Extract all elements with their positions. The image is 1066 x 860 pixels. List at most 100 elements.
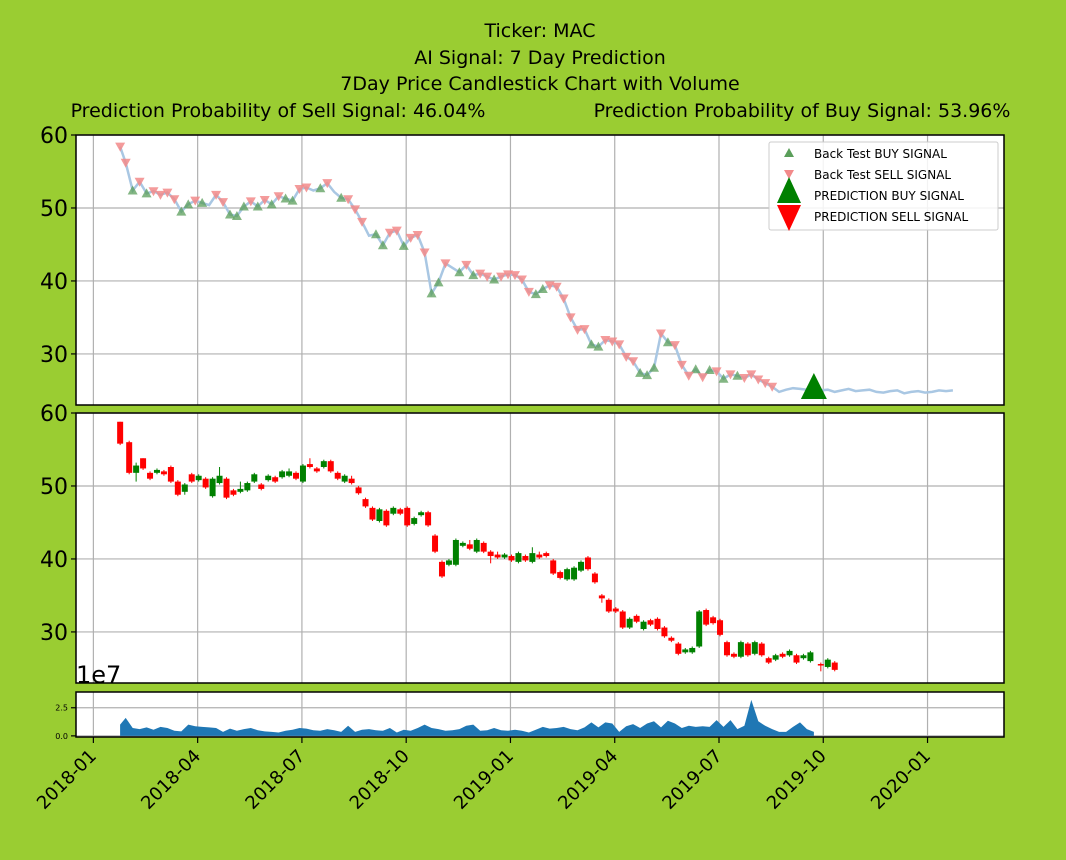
back-sell-marker — [218, 198, 229, 208]
candle-body — [654, 618, 661, 629]
back-sell-marker — [711, 367, 722, 377]
candle-body — [306, 464, 313, 467]
candle-body — [174, 481, 181, 495]
legend: Back Test BUY SIGNAL Back Test SELL SIGN… — [768, 141, 999, 231]
legend-pred-sell-marker — [777, 205, 801, 231]
legend-back-sell-label: Back Test SELL SIGNAL — [814, 168, 951, 182]
back-buy-marker — [489, 274, 500, 284]
back-buy-marker — [141, 188, 152, 198]
back-sell-marker — [683, 371, 694, 381]
back-sell-marker — [384, 228, 395, 238]
back-sell-marker — [301, 183, 312, 193]
candle-body — [334, 472, 341, 479]
back-sell-marker — [621, 352, 632, 362]
candle-body — [633, 615, 640, 622]
back-sell-marker — [628, 357, 639, 367]
back-sell-marker — [245, 197, 256, 207]
back-sell-marker — [739, 374, 750, 383]
candle-body — [710, 617, 717, 624]
back-sell-marker — [391, 226, 402, 236]
candle-body — [299, 465, 306, 482]
back-buy-marker — [537, 283, 548, 293]
candle-body — [682, 649, 689, 653]
candle-body — [418, 512, 425, 516]
candle-ytick-label: 50 — [40, 475, 68, 500]
back-sell-marker — [134, 177, 145, 187]
candle-body — [772, 655, 779, 660]
back-sell-marker — [767, 382, 778, 392]
candle-body — [591, 573, 598, 583]
candle-body — [452, 539, 459, 565]
candle-body — [133, 465, 140, 473]
back-sell-marker — [509, 271, 520, 281]
candle-body — [265, 475, 272, 481]
volume-panel: 0.0 2.5 — [55, 691, 1005, 741]
back-buy-marker — [704, 364, 715, 374]
back-sell-marker — [357, 217, 368, 227]
candle-body — [494, 554, 501, 558]
back-buy-marker — [127, 185, 138, 195]
sell-probability-label: Prediction Probability of Sell Signal: 4… — [71, 100, 486, 122]
candle-body — [404, 507, 411, 526]
candlestick-panel: 30 40 50 60 — [40, 402, 1005, 684]
back-buy-marker — [530, 289, 541, 299]
back-buy-marker — [649, 362, 660, 372]
back-buy-marker — [586, 339, 597, 349]
candle-body — [487, 551, 494, 557]
candle-body — [675, 643, 682, 654]
back-sell-marker — [496, 272, 507, 282]
back-buy-marker — [662, 337, 673, 347]
back-sell-marker — [655, 329, 666, 339]
candle-body — [202, 478, 209, 488]
candle-body — [668, 637, 675, 641]
candle-body — [550, 560, 557, 574]
back-sell-marker — [120, 158, 131, 168]
back-buy-marker — [398, 240, 409, 250]
back-sell-marker — [669, 341, 680, 351]
back-sell-marker — [211, 190, 222, 200]
candle-body — [564, 569, 571, 580]
candle-body — [397, 509, 404, 514]
candle-body — [160, 471, 167, 475]
candle-body — [578, 561, 585, 571]
back-sell-marker — [343, 195, 354, 205]
candle-body — [779, 653, 786, 657]
candle-body — [807, 652, 814, 662]
candle-body — [383, 510, 390, 526]
back-sell-marker — [579, 325, 590, 335]
back-sell-marker — [475, 269, 486, 279]
candle-body — [640, 621, 647, 629]
candle-body — [258, 484, 265, 489]
candle-body — [432, 535, 439, 552]
candle-ytick-label: 60 — [40, 402, 68, 427]
back-sell-marker — [148, 187, 159, 197]
back-sell-marker — [115, 142, 126, 152]
back-buy-marker — [635, 367, 646, 377]
candle-body — [181, 484, 188, 492]
volume-border — [75, 691, 1005, 738]
back-buy-marker — [315, 183, 326, 193]
candle-body — [501, 554, 508, 558]
candle-body — [376, 509, 383, 521]
candle-body — [696, 611, 703, 647]
signal-ytick-label: 50 — [40, 197, 68, 222]
signal-border — [75, 134, 1005, 406]
back-buy-marker — [426, 288, 437, 298]
candle-body — [536, 554, 543, 558]
candle-body — [584, 557, 591, 570]
back-sell-marker — [322, 179, 333, 189]
back-sell-marker — [440, 259, 451, 269]
candle-body — [758, 643, 765, 656]
back-sell-marker — [523, 287, 534, 297]
candle-body — [320, 461, 327, 467]
candle-body — [473, 539, 480, 552]
title-line-1: Ticker: MAC — [483, 20, 595, 42]
candle-body — [147, 472, 154, 479]
candle-body — [737, 642, 744, 657]
legend-pred-buy-label: PREDICTION BUY SIGNAL — [814, 189, 964, 203]
candle-body — [515, 553, 522, 562]
volume-ytick-label: 0.0 — [55, 732, 68, 741]
legend-frame — [768, 141, 999, 231]
candle-body — [793, 655, 800, 663]
